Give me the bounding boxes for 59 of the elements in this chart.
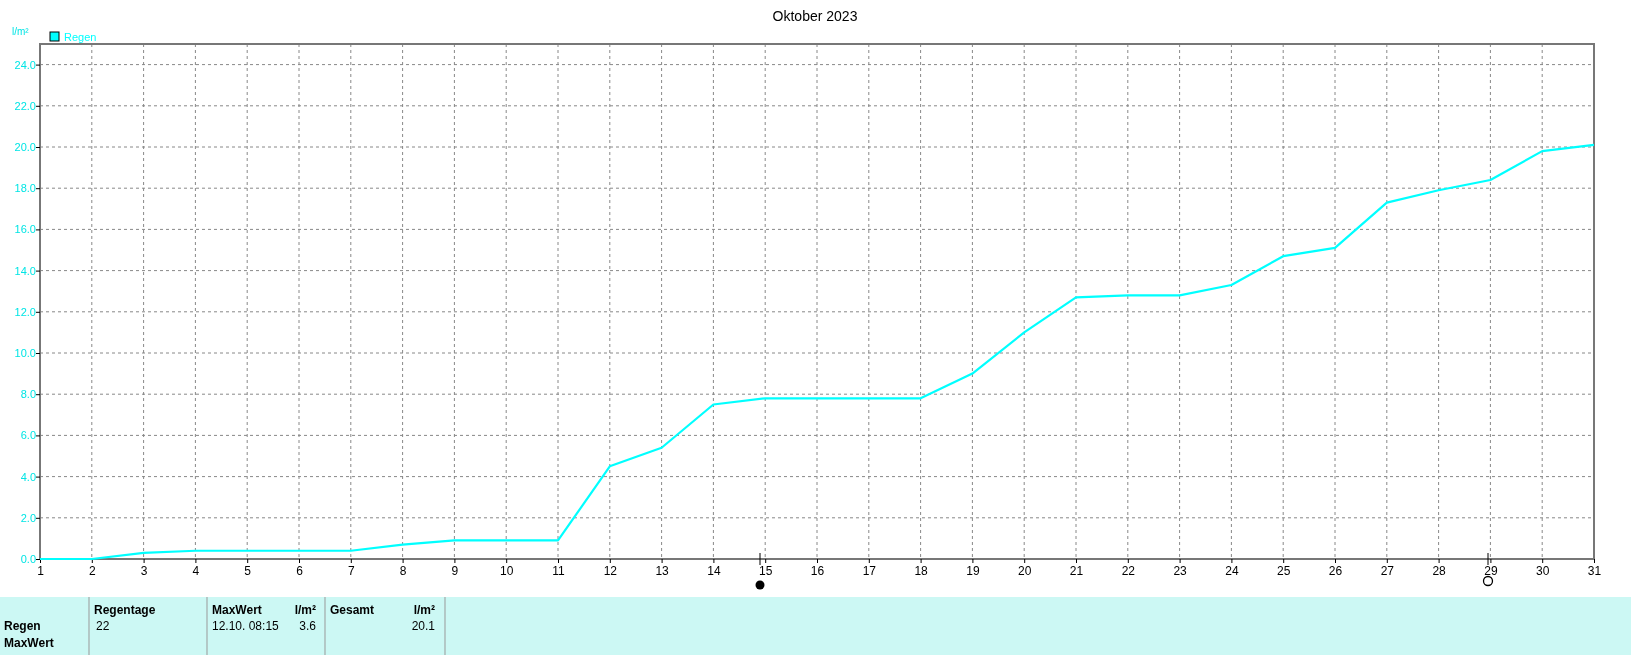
y-tick-label: 4.0 bbox=[20, 470, 36, 483]
x-tick-label: 10 bbox=[500, 563, 514, 578]
x-tick-label: 19 bbox=[966, 563, 980, 578]
x-tick-label: 24 bbox=[1225, 563, 1239, 578]
x-tick-label: 9 bbox=[451, 563, 459, 578]
x-tick-label: 14 bbox=[707, 563, 721, 578]
x-tick-label: 8 bbox=[399, 563, 407, 578]
y-tick-label: 18.0 bbox=[14, 182, 36, 195]
y-tick-label: 0.0 bbox=[20, 553, 36, 566]
x-tick-label: 21 bbox=[1069, 563, 1084, 578]
text: MaxWert bbox=[4, 636, 54, 650]
x-tick-label: 3 bbox=[140, 563, 148, 578]
x-tick-label: 22 bbox=[1121, 563, 1136, 578]
x-tick-label: 12 bbox=[603, 563, 618, 578]
y-tick-label: 22.0 bbox=[14, 99, 36, 112]
x-tick-label: 5 bbox=[244, 563, 252, 578]
chart-title: Oktober 2023 bbox=[772, 8, 858, 24]
y-tick-label: 12.0 bbox=[14, 305, 36, 318]
y-tick-label: 2.0 bbox=[20, 511, 36, 524]
x-tick-label: 13 bbox=[655, 563, 670, 578]
x-tick-label: 31 bbox=[1587, 563, 1602, 578]
y-tick-label: 24.0 bbox=[14, 58, 36, 71]
text: Regen bbox=[4, 619, 41, 633]
text: l/m² bbox=[294, 603, 316, 617]
y-tick-label: 20.0 bbox=[14, 141, 36, 154]
text: Gesamt bbox=[330, 603, 375, 617]
y-tick-label: 6.0 bbox=[20, 429, 36, 442]
x-tick-label: 28 bbox=[1432, 563, 1447, 578]
text: 22 bbox=[96, 619, 110, 633]
x-tick-label: 29 bbox=[1484, 563, 1498, 578]
x-tick-label: 30 bbox=[1536, 563, 1550, 578]
x-tick-label: 7 bbox=[347, 563, 355, 578]
x-tick-label: 2 bbox=[88, 563, 96, 578]
x-tick-label: 11 bbox=[552, 563, 566, 578]
y-tick-label: 8.0 bbox=[20, 388, 36, 401]
x-tick-label: 1 bbox=[37, 563, 45, 578]
x-tick-label: 6 bbox=[296, 563, 304, 578]
text: 12.10. 08:15 bbox=[212, 619, 280, 633]
x-tick-label: 17 bbox=[862, 563, 877, 578]
x-tick-label: 20 bbox=[1018, 563, 1032, 578]
x-tick-label: 16 bbox=[810, 563, 825, 578]
x-tick-label: 27 bbox=[1380, 563, 1395, 578]
x-tick-label: 23 bbox=[1173, 563, 1188, 578]
x-tick-label: 15 bbox=[759, 563, 773, 578]
text: l/m² bbox=[413, 603, 435, 617]
x-tick-label: 4 bbox=[192, 563, 200, 578]
y-tick-label: 10.0 bbox=[14, 347, 36, 360]
x-tick-label: 25 bbox=[1277, 563, 1291, 578]
y-axis-title: l/m² bbox=[12, 26, 30, 37]
y-tick-label: 14.0 bbox=[14, 264, 36, 277]
text: 3.6 bbox=[299, 619, 317, 633]
text: Regentage bbox=[94, 603, 156, 617]
x-tick-label: 18 bbox=[914, 563, 929, 578]
line-series bbox=[38, 143, 1596, 561]
x-tick-label: 26 bbox=[1328, 563, 1343, 578]
legend-label: Regen bbox=[64, 31, 97, 43]
y-tick-label: 16.0 bbox=[14, 223, 36, 236]
text: 20.1 bbox=[411, 619, 436, 633]
text: MaxWert bbox=[212, 603, 262, 617]
